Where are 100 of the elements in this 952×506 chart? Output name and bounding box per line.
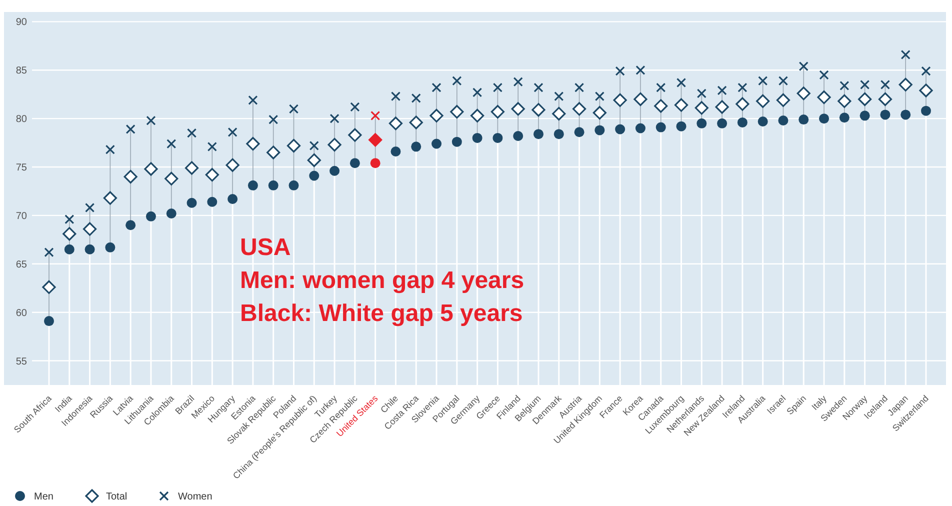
point bbox=[860, 80, 870, 90]
point bbox=[411, 93, 421, 104]
point bbox=[452, 76, 462, 86]
point bbox=[64, 214, 74, 224]
point bbox=[880, 110, 890, 120]
point bbox=[186, 198, 197, 208]
point bbox=[228, 194, 238, 204]
point bbox=[105, 242, 116, 252]
point bbox=[370, 158, 380, 168]
y-tick-label: 80 bbox=[16, 114, 28, 126]
point bbox=[184, 161, 199, 175]
point bbox=[715, 100, 729, 114]
point bbox=[758, 76, 768, 86]
y-tick-label: 75 bbox=[16, 162, 28, 174]
point bbox=[880, 80, 890, 90]
point bbox=[246, 136, 260, 151]
point bbox=[778, 116, 788, 126]
point bbox=[574, 127, 584, 138]
point bbox=[634, 92, 648, 106]
point bbox=[798, 114, 809, 125]
point bbox=[164, 172, 178, 186]
point bbox=[228, 127, 238, 137]
point bbox=[146, 211, 156, 222]
point bbox=[205, 168, 219, 182]
point bbox=[817, 90, 831, 104]
point bbox=[738, 82, 748, 92]
point bbox=[696, 118, 707, 128]
point bbox=[492, 82, 502, 92]
point bbox=[778, 76, 788, 86]
point bbox=[615, 124, 626, 134]
point bbox=[921, 106, 931, 116]
y-tick-label: 55 bbox=[16, 356, 28, 368]
point bbox=[166, 208, 176, 219]
point bbox=[554, 129, 564, 140]
point bbox=[126, 220, 136, 230]
point bbox=[776, 93, 790, 107]
point bbox=[226, 158, 240, 172]
point bbox=[84, 202, 95, 213]
point bbox=[839, 112, 850, 123]
y-tick-label: 85 bbox=[16, 66, 28, 77]
point bbox=[62, 227, 76, 241]
point bbox=[534, 82, 544, 92]
point bbox=[858, 92, 872, 106]
point bbox=[288, 180, 299, 190]
point bbox=[696, 88, 706, 98]
point bbox=[84, 244, 95, 254]
y-tick-label: 65 bbox=[16, 259, 28, 270]
point bbox=[900, 110, 911, 120]
point bbox=[390, 146, 401, 157]
point bbox=[470, 108, 484, 122]
point bbox=[105, 144, 115, 154]
point bbox=[674, 98, 688, 112]
point bbox=[613, 93, 627, 107]
y-tick-label: 90 bbox=[16, 17, 28, 28]
point bbox=[758, 116, 768, 126]
point bbox=[656, 122, 666, 132]
point bbox=[266, 146, 280, 160]
point bbox=[636, 65, 646, 75]
legend-label: Women bbox=[178, 492, 212, 502]
point bbox=[676, 121, 686, 132]
point bbox=[409, 116, 423, 130]
point bbox=[840, 80, 850, 90]
point bbox=[370, 110, 380, 120]
point bbox=[513, 76, 523, 87]
point bbox=[472, 132, 482, 143]
point bbox=[796, 86, 810, 100]
point bbox=[921, 66, 931, 76]
point bbox=[166, 138, 176, 149]
point bbox=[736, 97, 750, 111]
point bbox=[307, 153, 321, 168]
point bbox=[44, 247, 54, 258]
point bbox=[919, 84, 933, 98]
point bbox=[656, 82, 666, 92]
point bbox=[574, 82, 584, 92]
point bbox=[554, 91, 564, 102]
point bbox=[42, 280, 56, 294]
point bbox=[350, 102, 360, 112]
point bbox=[430, 108, 444, 122]
point bbox=[348, 128, 362, 142]
point bbox=[103, 191, 117, 205]
point bbox=[898, 78, 912, 92]
point bbox=[717, 86, 727, 96]
point bbox=[513, 131, 524, 142]
point bbox=[309, 140, 319, 150]
point bbox=[756, 94, 770, 108]
point bbox=[309, 170, 320, 181]
point bbox=[330, 114, 340, 124]
point bbox=[452, 136, 462, 147]
point bbox=[819, 70, 829, 80]
point bbox=[388, 116, 403, 130]
point bbox=[411, 142, 422, 152]
point bbox=[594, 125, 605, 136]
y-tick-label: 70 bbox=[16, 210, 28, 222]
point bbox=[860, 110, 870, 121]
point bbox=[492, 132, 503, 143]
point bbox=[328, 138, 342, 152]
point bbox=[286, 138, 301, 152]
point bbox=[592, 106, 606, 120]
point bbox=[268, 180, 278, 190]
point bbox=[594, 91, 604, 102]
